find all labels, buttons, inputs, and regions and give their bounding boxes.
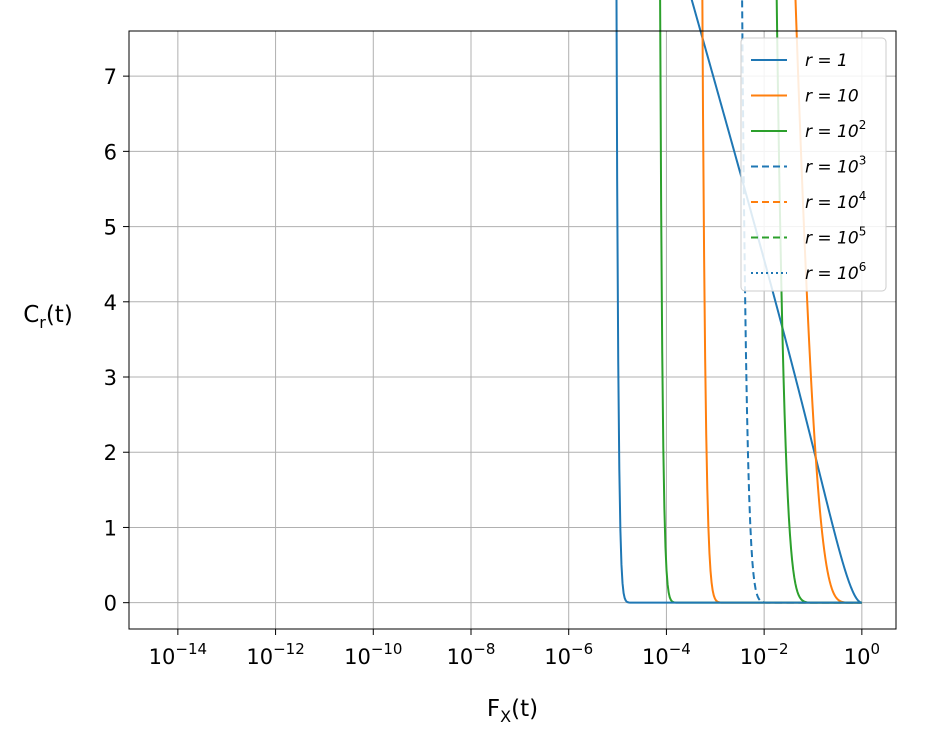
x-tick-base: 10: [740, 645, 767, 669]
y-axis-label: Cr(t): [23, 302, 73, 332]
legend-label: r = 1: [805, 51, 848, 71]
x-tick-label: 10−10: [344, 640, 402, 669]
x-tick-exponent: −10: [371, 640, 403, 658]
x-tick-exponent: −14: [175, 640, 207, 658]
x-tick-base: 10: [844, 645, 871, 669]
legend-label: r = 103: [805, 154, 866, 178]
tick-marks: [123, 75, 863, 635]
legend-label-exponent: 4: [859, 189, 867, 203]
x-tick-exponent: −12: [273, 640, 305, 658]
legend-label-exponent: 5: [859, 225, 867, 239]
plot-area: [128, 30, 897, 630]
series-line: [690, 0, 863, 604]
legend-label: r = 105: [805, 225, 866, 249]
legend-label-base: r = 1: [805, 51, 848, 71]
legend-label: r = 104: [805, 189, 866, 213]
legend-label-base: r = 10: [805, 264, 859, 284]
x-tick-label: 10−8: [447, 640, 496, 669]
x-tick-label: 10−6: [544, 640, 593, 669]
x-tick-exponent: −8: [473, 640, 495, 658]
x-tick-label: 10−2: [740, 640, 789, 669]
legend-label: r = 102: [805, 118, 866, 142]
y-tick-label: 2: [104, 441, 117, 465]
legend-label-exponent: 3: [859, 154, 867, 168]
x-tick-label: 10−4: [642, 640, 691, 669]
x-axis-label: FX(t): [487, 696, 538, 726]
legend-box: [740, 37, 887, 292]
series-lines: [111, 0, 862, 747]
x-tick-base: 10: [344, 645, 371, 669]
legend-label: r = 106: [805, 260, 866, 284]
x-tick-exponent: −6: [571, 640, 593, 658]
x-tick-base: 10: [447, 645, 474, 669]
y-tick-label: 1: [104, 516, 117, 540]
x-tick-label: 10−14: [149, 640, 207, 669]
legend-label-base: r = 10: [805, 193, 859, 213]
y-tick-label: 4: [104, 291, 117, 315]
x-tick-base: 10: [544, 645, 571, 669]
x-tick-exponent: −4: [669, 640, 691, 658]
y-tick-labels: 0 1 2 3 4 5 6 7: [104, 65, 117, 616]
legend-label-exponent: 2: [859, 118, 867, 132]
legend-label-base: r = 10: [805, 122, 859, 142]
y-tick-label: 5: [104, 216, 117, 240]
legend-label-base: r = 10: [805, 87, 859, 107]
y-tick-label: 7: [104, 65, 117, 89]
y-tick-label: 0: [104, 592, 117, 616]
legend-label-base: r = 10: [805, 158, 859, 178]
x-tick-labels: 10−14 10−12 10−10 10−8 10−6 10−4 10−2 100: [149, 640, 880, 669]
legend-label-base: r = 10: [805, 229, 859, 249]
x-tick-base: 10: [246, 645, 273, 669]
x-tick-label: 100: [844, 640, 880, 669]
x-tick-exponent: −2: [766, 640, 788, 658]
legend-label: r = 10: [805, 87, 859, 107]
x-tick-base: 10: [642, 645, 669, 669]
y-tick-label: 3: [104, 366, 117, 390]
legend-label-exponent: 6: [859, 260, 867, 274]
x-tick-label: 10−12: [246, 640, 304, 669]
x-tick-exponent: 0: [870, 640, 880, 658]
y-tick-label: 6: [104, 140, 117, 164]
x-tick-base: 10: [149, 645, 176, 669]
